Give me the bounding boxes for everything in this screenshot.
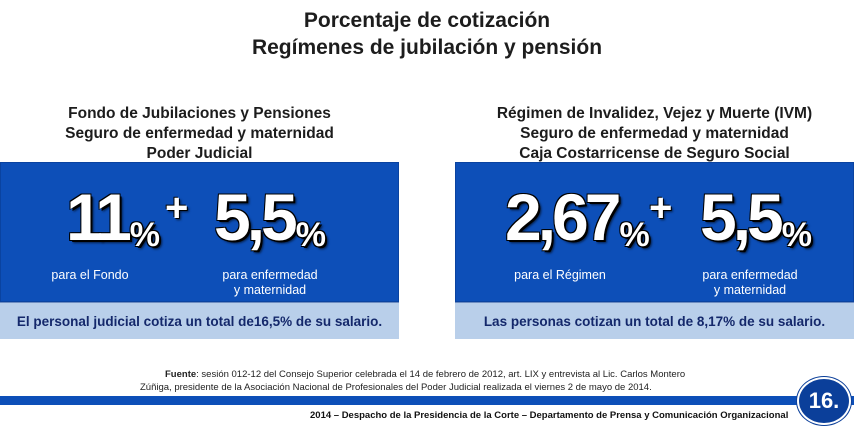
- rate-value-regimen: 2,67%: [505, 180, 650, 254]
- caption-regimen: para el Régimen: [514, 268, 606, 282]
- heading-line: Seguro de enfermedad y maternidad: [520, 125, 789, 142]
- rate-value-fondo: 11%: [66, 180, 161, 254]
- heading-line: Poder Judicial: [146, 145, 253, 162]
- page-number-badge: 16.: [797, 377, 851, 425]
- caption-enfermedad: para enfermedad y maternidad: [702, 268, 798, 297]
- plus-sign: +: [649, 186, 673, 230]
- total-statement: El personal judicial cotiza un total de1…: [0, 302, 399, 339]
- total-statement: Las personas cotizan un total de 8,17% d…: [455, 302, 854, 339]
- panel-heading: Régimen de Invalidez, Vejez y Muerte (IV…: [455, 104, 854, 162]
- footer-credit: 2014 – Despacho de la Presidencia de la …: [310, 410, 789, 421]
- rate-value-enfermedad: 5,5%: [700, 180, 812, 254]
- plus-sign: +: [165, 186, 189, 230]
- heading-line: Fondo de Jubilaciones y Pensiones: [68, 105, 331, 122]
- source-note: Fuente: sesión 012-12 del Consejo Superi…: [140, 369, 686, 393]
- heading-line: Régimen de Invalidez, Vejez y Muerte (IV…: [496, 105, 813, 122]
- heading-line: Caja Costarricense de Seguro Social: [519, 145, 790, 162]
- caption-fondo: para el Fondo: [51, 268, 129, 282]
- caption-enfermedad: para enfermedad y maternidad: [222, 268, 318, 297]
- panel-ccss: Régimen de Invalidez, Vejez y Muerte (IV…: [455, 104, 854, 339]
- bottom-bar: [0, 396, 854, 405]
- rate-value-enfermedad: 5,5%: [214, 180, 326, 254]
- panel-heading: Fondo de Jubilaciones y Pensiones Seguro…: [0, 104, 399, 162]
- rate-box: 2,67% + 5,5% para el Régimen para enferm…: [455, 162, 854, 302]
- page-title: Porcentaje de cotización: [303, 9, 551, 32]
- panel-poder-judicial: Fondo de Jubilaciones y Pensiones Seguro…: [0, 104, 399, 339]
- heading-line: Seguro de enfermedad y maternidad: [65, 125, 334, 142]
- rate-box: 11% + 5,5% para el Fondo para enfermedad…: [0, 162, 399, 302]
- page-subtitle: Regímenes de jubilación y pensión: [251, 36, 603, 59]
